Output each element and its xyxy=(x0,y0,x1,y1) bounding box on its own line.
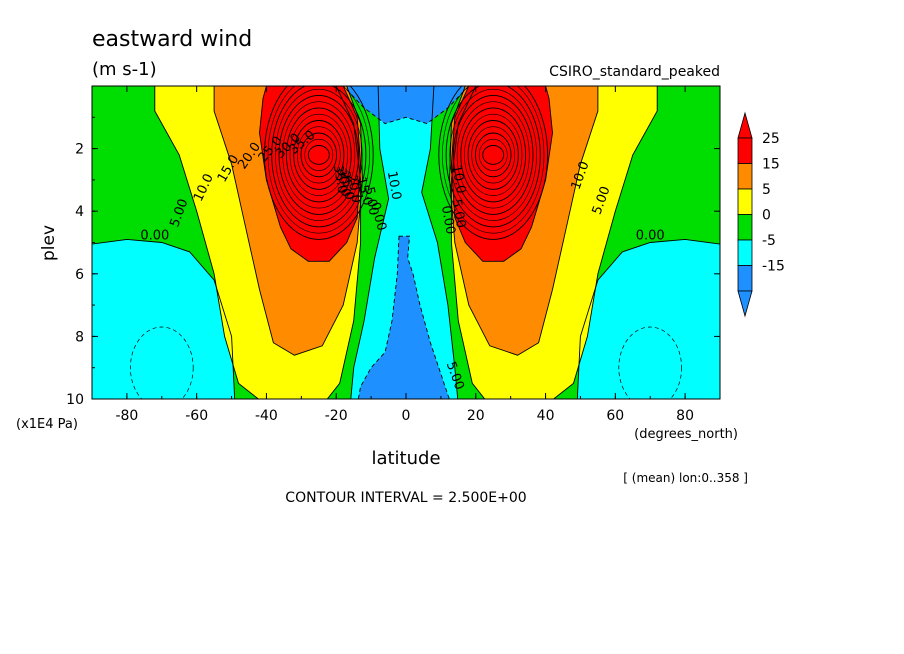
fill-blue-tropics xyxy=(358,236,450,399)
jet-contour-southern xyxy=(267,86,370,234)
contour-label: 10.0 xyxy=(384,170,404,201)
contour-label: 20.0 xyxy=(344,173,364,204)
jet-contour-southern xyxy=(282,101,356,209)
jet-contour-northern xyxy=(452,94,534,215)
jet-contour-southern xyxy=(285,107,352,203)
y-tick-label: 6 xyxy=(75,267,84,283)
x-axis: -80 -60 -40 -20 0 20 40 60 80 xyxy=(91,86,721,424)
polar-easterly-contour-1 xyxy=(618,326,682,399)
contour-neg-tropics xyxy=(357,235,450,399)
colorbar-label: -15 xyxy=(762,259,785,275)
jet-contour-southern xyxy=(304,138,334,171)
contour-fill-layers xyxy=(92,86,720,399)
contour-north-1 xyxy=(449,86,599,356)
dataset-label: CSIRO_standard_peaked xyxy=(549,64,720,80)
x-axis-title: latitude xyxy=(371,448,440,469)
contour-label: 30.0 xyxy=(333,167,353,198)
y-tick-label: 4 xyxy=(75,204,84,220)
x-tick-label: 60 xyxy=(606,408,624,424)
polar-easterly-contour-0 xyxy=(130,326,194,399)
colorbar-swatch xyxy=(737,163,753,190)
colorbar-arrow-bottom xyxy=(737,290,753,318)
jet-contour-southern xyxy=(271,86,367,228)
contour-zero-north xyxy=(576,238,720,399)
jet-contour-northern xyxy=(474,132,512,178)
jet-contour-southern xyxy=(307,145,330,165)
jet-contour-southern xyxy=(293,120,345,190)
fill-cyan-south xyxy=(92,239,235,399)
jet-contour-southern xyxy=(263,86,374,240)
jet-contour-northern xyxy=(438,86,549,240)
contour-zero-south xyxy=(92,238,236,399)
colorbar-label: -5 xyxy=(762,233,776,249)
colorbar-arrow-top xyxy=(737,111,753,139)
jet-contour-northern xyxy=(464,113,523,196)
colorbar-swatch xyxy=(737,265,753,292)
contour-label: 0.00 xyxy=(140,228,169,243)
colorbar-label: 25 xyxy=(762,131,780,147)
colorbar-swatch xyxy=(737,214,753,241)
jet-contour-northern xyxy=(478,138,508,171)
contour-label: 0.00 xyxy=(438,204,458,235)
x-tick-label: 40 xyxy=(537,408,555,424)
x-tick-label: 80 xyxy=(676,408,694,424)
x-tick-label: -20 xyxy=(325,408,348,424)
jet-contour-northern xyxy=(460,107,527,203)
contour-label: 35.0 xyxy=(330,164,350,195)
y-tick-label: 10 xyxy=(66,392,84,408)
jet-contour-southern xyxy=(289,113,348,196)
contour-zero-tropics xyxy=(350,86,459,399)
jet-contour-northern xyxy=(445,86,541,228)
contour-lines xyxy=(92,86,720,399)
contour-north-2 xyxy=(450,86,553,262)
colorbar-label: 0 xyxy=(762,208,771,224)
colorbar-label: 15 xyxy=(762,157,780,173)
y-tick-label: 8 xyxy=(75,329,84,345)
chart-title: eastward wind xyxy=(92,27,252,52)
contour-neg-cap xyxy=(342,86,470,125)
jet-contour-northern xyxy=(456,101,530,209)
contour-label: 0.00 xyxy=(636,228,665,243)
x-axis-units: (degrees_north) xyxy=(634,427,738,442)
contour-label: 25.0 xyxy=(337,170,357,201)
contour-interval-label: CONTOUR INTERVAL = 2.500E+00 xyxy=(285,490,526,506)
y-axis-title: plev xyxy=(39,225,59,261)
jet-contour-southern xyxy=(278,94,360,215)
jet-contour-northern xyxy=(482,145,505,165)
colorbar: 25 15 5 0 -5 -15 xyxy=(737,111,785,318)
y-tick-label: 2 xyxy=(75,142,84,158)
colorbar-swatch xyxy=(737,137,753,164)
contour-label: 5.00 xyxy=(361,186,381,217)
contour-label: 15.0 xyxy=(353,176,375,208)
jet-contour-southern xyxy=(296,126,341,184)
contour-north-0 xyxy=(450,86,658,399)
x-tick-label: -60 xyxy=(185,408,208,424)
fill-cyan-north xyxy=(577,239,720,399)
y-axis-units: (x1E4 Pa) xyxy=(16,417,78,432)
x-tick-label: 20 xyxy=(467,408,485,424)
jet-contour-northern xyxy=(449,88,537,221)
contour-south-0 xyxy=(154,86,362,399)
contour-label: 10.0 xyxy=(448,164,468,195)
averaging-note: [ (mean) lon:0..358 ] xyxy=(623,471,748,485)
colorbar-swatch xyxy=(737,239,753,266)
jet-contour-southern xyxy=(300,132,338,178)
contour-label: 5.00 xyxy=(448,198,468,229)
colorbar-swatch xyxy=(737,188,753,215)
contour-south-2 xyxy=(259,86,362,262)
x-tick-label: -80 xyxy=(115,408,138,424)
jet-contour-northern xyxy=(467,120,519,190)
jet-contour-northern xyxy=(471,126,516,184)
colorbar-label: 5 xyxy=(762,182,771,198)
x-tick-label: 0 xyxy=(402,408,411,424)
contour-south-1 xyxy=(213,86,363,356)
fill-blue-cap xyxy=(343,86,469,124)
y-axis: 2 4 6 8 10 xyxy=(66,116,720,408)
units-label: (m s-1) xyxy=(92,59,157,80)
jet-contour-southern xyxy=(275,88,363,221)
jet-contour-northern xyxy=(442,86,545,234)
contour-label: 0.00 xyxy=(367,201,389,233)
x-tick-label: -40 xyxy=(255,408,278,424)
